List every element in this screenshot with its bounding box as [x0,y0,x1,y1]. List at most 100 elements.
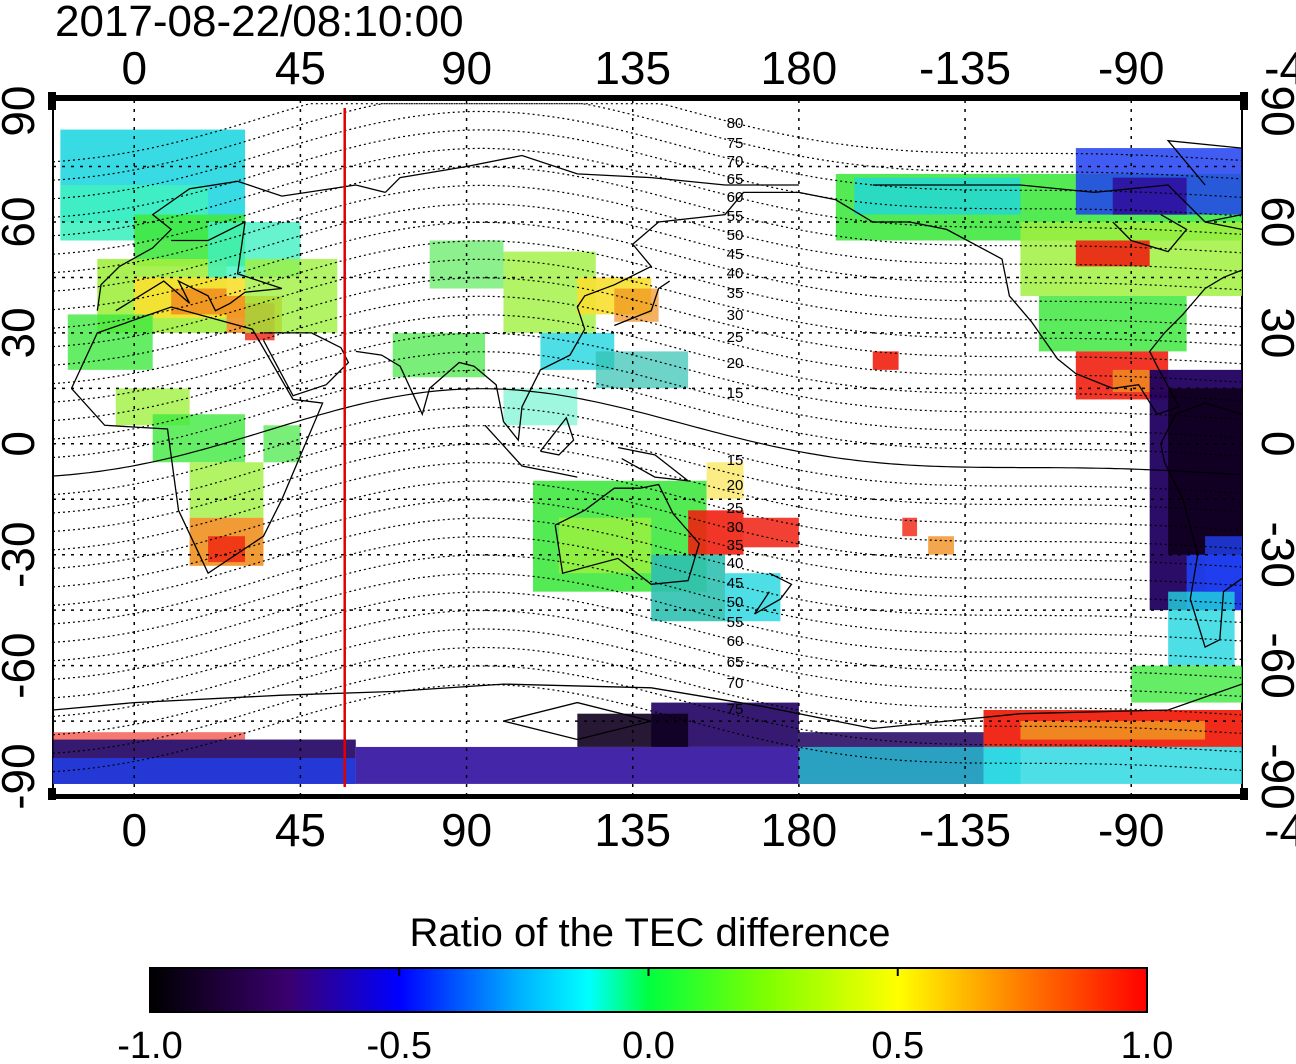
contour-line [53,517,1242,606]
contour-line [53,369,1242,459]
yleft-tick: -30 [0,521,44,587]
contour-label: 65 [727,654,744,671]
lat-lon-grid [53,100,1242,795]
contour-label: 40 [727,555,744,572]
colorbar-title: Ratio of the TEC difference [409,911,890,955]
contour-line [53,314,1242,403]
contour-line [53,203,1242,292]
contour-line [53,103,1242,163]
contour-label: 20 [727,477,744,494]
colorbar-tick-label: -1.0 [117,1025,182,1064]
contour-line [53,646,1242,736]
tec-cell [189,462,264,518]
tec-cell [558,517,652,574]
tec-cell [725,573,781,622]
contour-line [53,147,1242,237]
coastline [96,180,386,311]
coastline [539,416,575,456]
coastline [115,220,283,312]
coastline [70,306,324,575]
y-axis-right: 90 60 30 0 -30 -60 -90 [1252,86,1296,810]
contour-line [53,499,1242,588]
tec-cell [1131,665,1242,703]
yleft-tick: 60 [0,196,44,247]
timestamp: 2017-08-22/08:10:00 [55,0,464,46]
xbottom-tick: -90 [1098,804,1164,856]
tec-cell [651,554,726,622]
coastline [53,683,1242,730]
tec-cell [902,517,918,537]
contour-line [53,628,1242,717]
contour-label: 60 [727,189,744,206]
colorbar-tick-label: 1.0 [1121,1025,1174,1064]
coastline [262,332,350,397]
contour-line [53,425,1242,514]
contour-line [53,683,1242,773]
colorbar: Ratio of the TEC difference -1.0 -0.5 0.0 0… [117,911,1173,1064]
xbottom-tick: 90 [441,804,492,856]
yright-tick: 90 [1252,86,1296,137]
yleft-tick: -90 [0,743,44,809]
coastline [617,446,691,482]
contour-label: 70 [727,153,744,170]
yright-tick: 30 [1252,307,1296,358]
contour-label: 40 [727,265,744,282]
contour-label: 50 [727,227,744,244]
tec-cell [1112,177,1187,215]
colorbar-tick-label: 0.0 [622,1025,675,1064]
contour-label: 35 [727,285,744,302]
coastline [384,154,799,193]
colorbar-tick-label: -0.5 [367,1025,432,1064]
contour-label: 15 [727,385,744,402]
tec-cell [1020,721,1206,740]
colorbar-ticks: -1.0 -0.5 0.0 0.5 1.0 [117,968,1173,1064]
contour-line [53,332,1242,422]
contour-label: 20 [727,355,744,372]
contour-line [53,406,1242,496]
tec-cell [743,517,799,548]
xbottom-tick: -135 [919,804,1011,856]
contour-line [53,462,1242,551]
contour-line [53,103,1242,181]
tec-cell [1038,295,1187,352]
contour-line [53,443,1242,532]
tec-cell [1075,240,1150,267]
yright-tick: 60 [1252,196,1296,247]
tec-cell [53,758,356,784]
coastline [754,572,793,615]
x-axis-top: 0 45 90 135 180 -135 -90 -45 [121,42,1296,94]
contour-labels: 8075706560555045403530252015152025303540… [727,115,744,718]
xtop-tick: -45 [1264,42,1296,94]
contour-line [53,295,1242,385]
contour-line [53,277,1242,366]
contour-line [53,351,1242,440]
contour-label: 25 [727,329,744,346]
contour-line [53,221,1242,311]
contour-line [53,129,1242,218]
tec-cell [53,732,246,740]
map-panel: 8075706560555045403530252015152025303540… [52,99,1243,796]
coastline [1160,402,1242,649]
xbottom-tick: 180 [761,804,838,856]
magnetic-contours [53,103,1242,773]
x-axis-bottom: 0 45 90 135 180 -135 -90 -45 [121,804,1296,856]
xtop-tick: 135 [594,42,671,94]
contour-label: 50 [727,594,744,611]
tec-cell [872,351,899,370]
xtop-tick: 45 [275,42,326,94]
contour-label: 65 [727,171,744,188]
contour-label: 55 [727,208,744,225]
yleft-tick: -60 [0,632,44,698]
coastline [614,280,671,327]
xtop-tick: 0 [121,42,147,94]
tec-cell [208,536,246,563]
contour-line [53,591,1242,680]
tec-cell [392,332,486,378]
contour-line [53,388,1242,477]
yright-tick: 0 [1252,431,1296,457]
coastline [1166,139,1242,223]
contour-line [53,166,1242,255]
contour-line [53,536,1242,625]
axis-decorations [48,92,1248,800]
tec-cell [854,177,1021,215]
